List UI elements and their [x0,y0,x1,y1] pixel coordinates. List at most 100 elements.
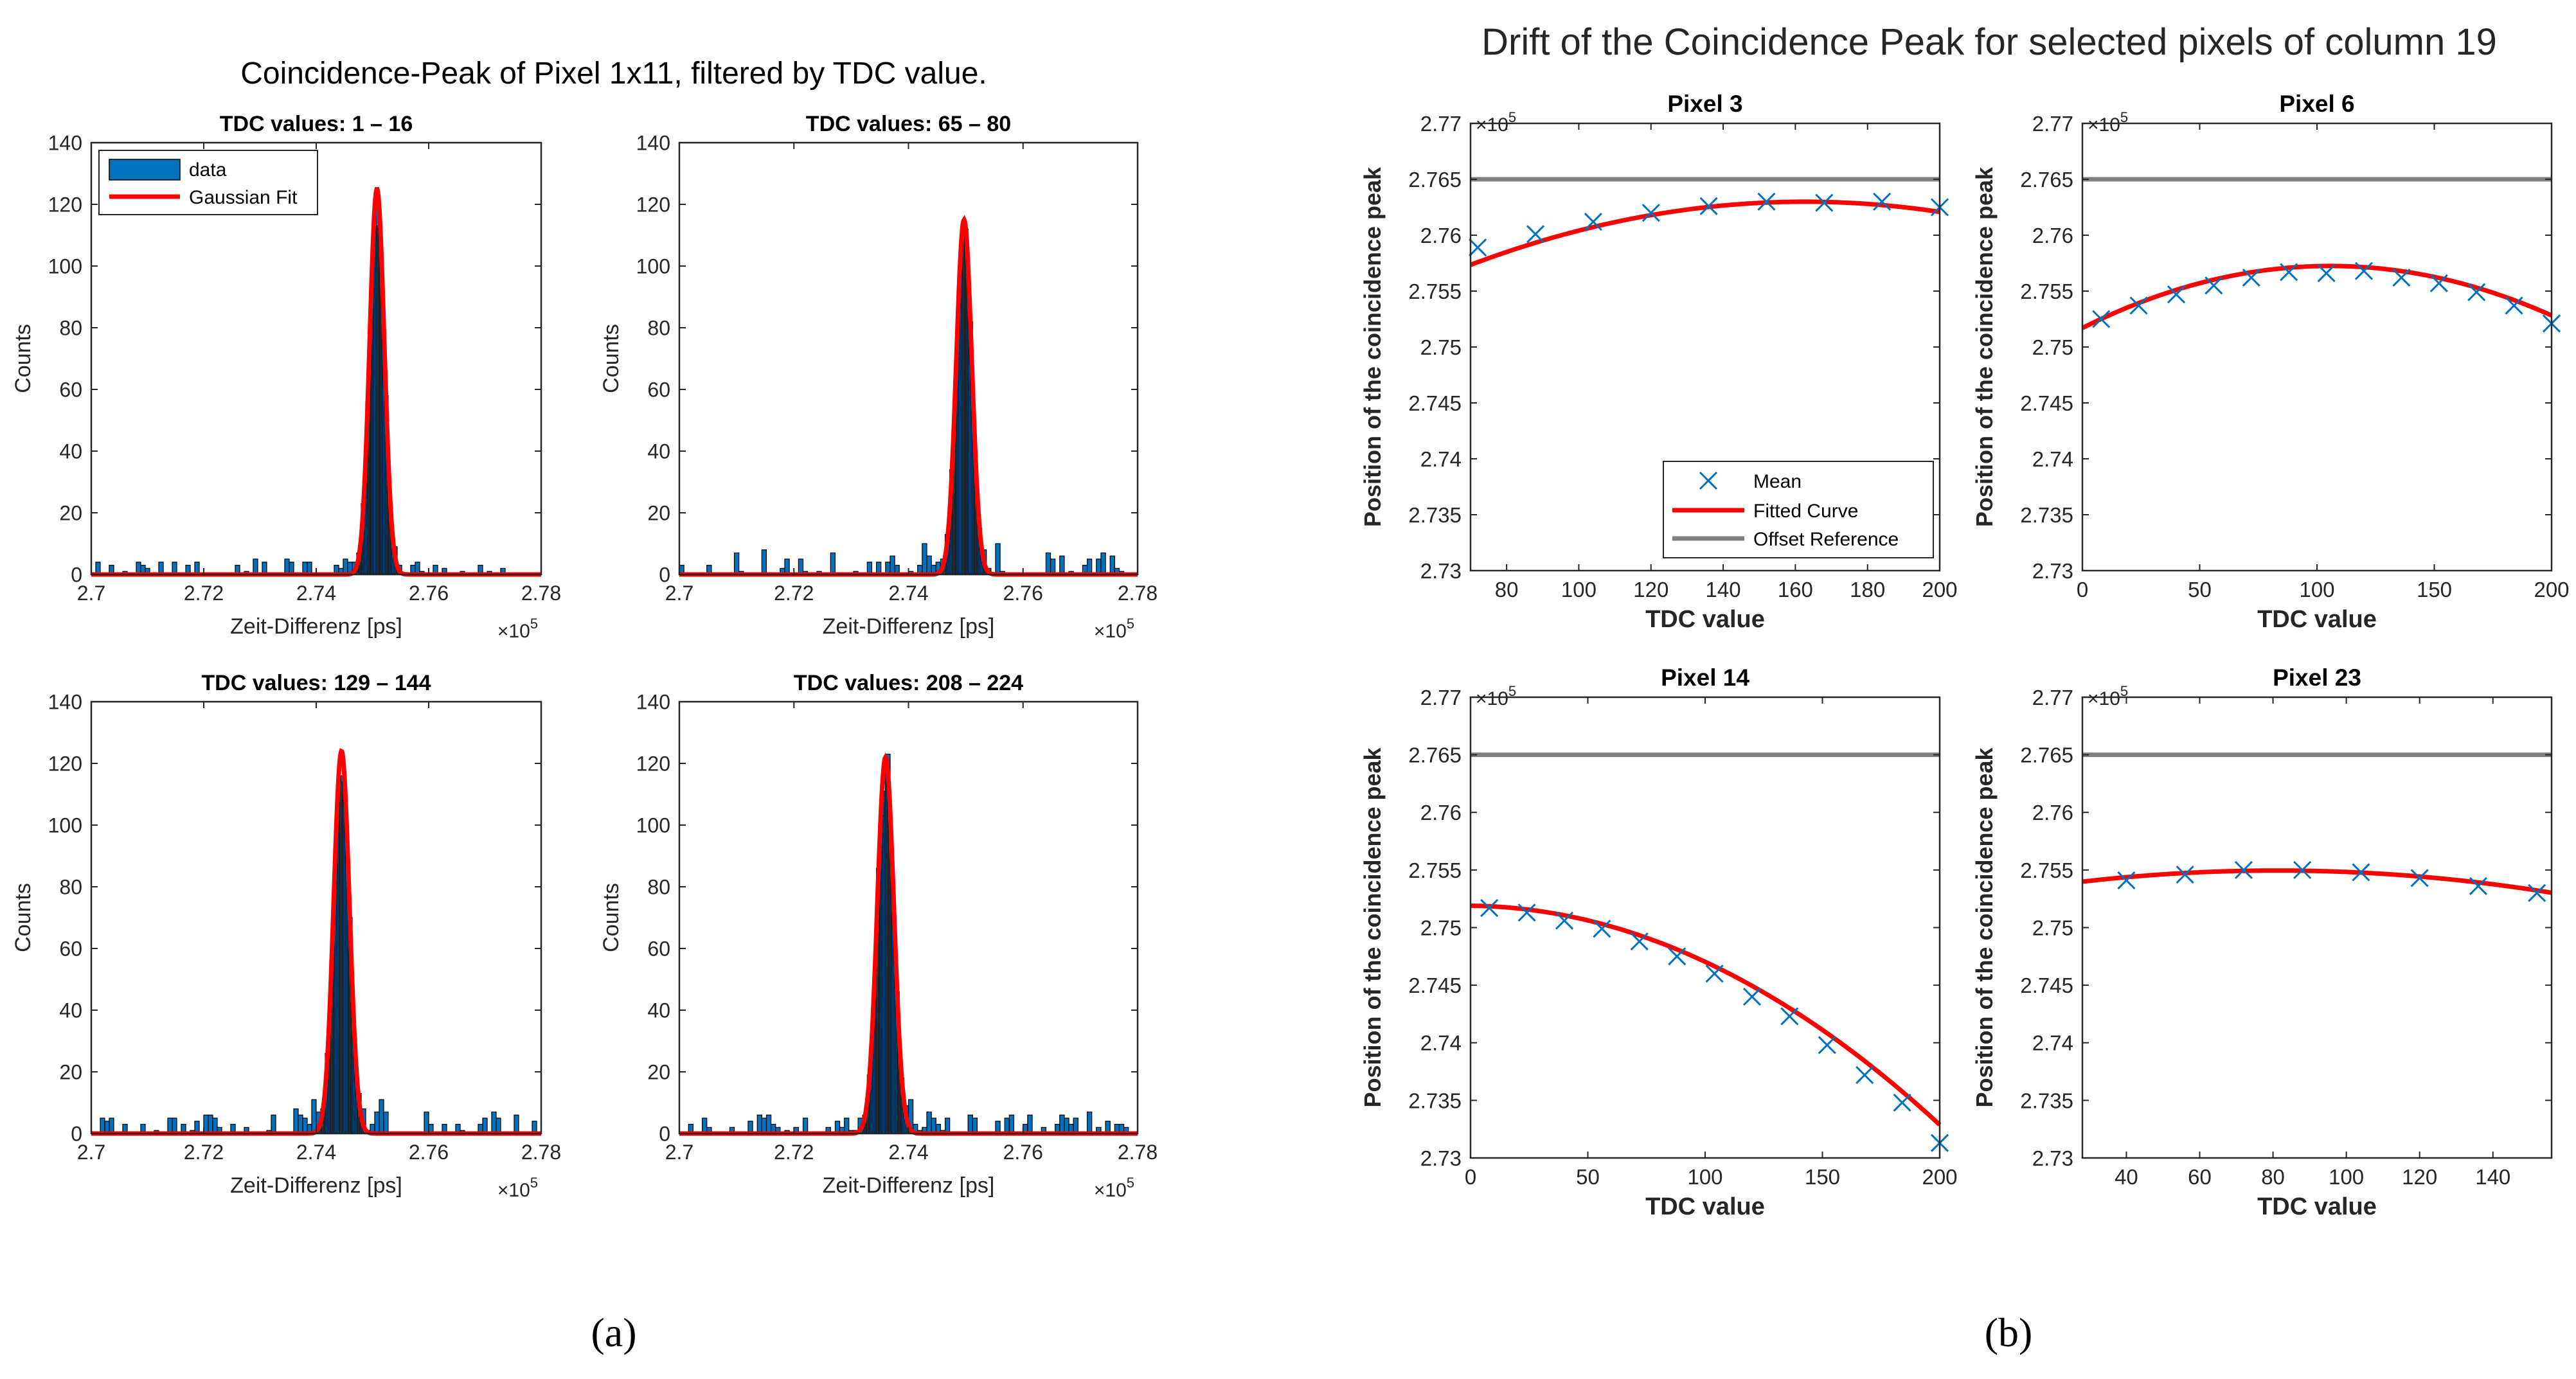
a4-histogram-bar [967,1114,973,1134]
a1-xtick-label: 2.76 [409,582,449,605]
a3-xtick-label: 2.72 [184,1141,224,1164]
a4-xtick-label: 2.78 [1118,1141,1158,1164]
b3-exponent-power: 5 [1508,683,1516,699]
b1-ytick-label: 2.765 [1408,168,1462,191]
b4-mean-marker [2176,865,2194,884]
a2-histogram-bar [1100,552,1106,575]
a4-histogram-bar [1059,1114,1065,1134]
a3-ytick-label: 40 [59,999,82,1022]
b4-mean-marker [2234,860,2253,879]
a2-ytick-label: 0 [659,564,670,587]
b3-xtick-label: 100 [1687,1165,1722,1189]
a1-ytick-label: 40 [59,440,82,463]
a1-legend-label-data: data [189,159,227,181]
b2-mean-marker [2467,283,2486,301]
b2-mean-marker [2092,310,2111,328]
drift-panel-b1: 2.73 2.735 2.74 2.745 2.75 2.755 2.76 2.765 2.77… [1359,91,1958,633]
a3-histogram-bar [203,1114,209,1134]
a4-histogram-bar [1073,1117,1078,1134]
a4-histogram-bar [844,1117,850,1134]
a1-ytick-label: 140 [48,132,82,155]
charts-layer: 0 20 40 60 80 100 120 140 2.7 2.72 2.74 2.76 2.78 TDC… [11,91,2570,1220]
a1-legend-data-swatch [109,159,181,181]
a2-ytick-label: 80 [647,317,670,340]
b2-exponent-label: ×105 [2088,109,2128,136]
b1-exponent-power: 5 [1508,109,1516,125]
a2-title: TDC values: 65 – 80 [806,112,1011,136]
a2-axes-box [678,141,1139,576]
b2-ytick-label: 2.745 [2020,391,2073,415]
b3-xtick-label: 50 [1576,1165,1600,1189]
a1-ytick-label: 80 [59,317,82,340]
a3-histogram-bar [100,1117,105,1134]
b2-ytick-label: 2.76 [2032,224,2073,247]
b1-ytick-label: 2.745 [1408,391,1462,415]
b2-ytick-label: 2.73 [2032,559,2073,583]
a3-histogram-bar [172,1117,177,1134]
b2-exponent-power: 5 [2120,109,2128,125]
a2-xtick-label: 2.74 [888,582,928,605]
a1-ytick-label: 100 [48,255,82,278]
a4-xtick-label: 2.74 [888,1141,928,1164]
a2-histogram-bar [798,558,804,575]
a2-histogram-bar [1109,555,1115,575]
a1-exponent-power: 5 [530,616,538,632]
b2-mean-marker [2129,296,2148,315]
figure-b-caption: (b) [1985,1310,2033,1355]
b1-mean-marker [1641,204,1660,222]
b1-legend: Mean Fitted Curve Offset Reference [1663,461,1934,558]
b1-ytick-label: 2.755 [1408,280,1462,303]
b4-ytick-label: 2.77 [2032,686,2073,709]
figure-a-title: Coincidence-Peak of Pixel 1x11, filtered… [240,57,987,91]
drift-panel-b3: 2.73 2.735 2.74 2.745 2.75 2.755 2.76 2.765 2.77… [1359,664,1958,1220]
a2-ytick-label: 100 [636,255,670,278]
histogram-panel-a1: 0 20 40 60 80 100 120 140 2.7 2.72 2.74 2.76 2.78 TDC… [11,112,561,642]
b1-xtick-label: 160 [1778,578,1813,601]
b2-mean-marker [2242,269,2260,287]
b4-xlabel: TDC value [2257,1193,2377,1220]
b1-fitted-curve-line [1469,199,1940,267]
a4-histogram-bar [944,1117,951,1134]
a4-ytick-label: 140 [636,691,670,714]
a2-ytick-label: 40 [647,440,670,463]
b2-title: Pixel 6 [2279,91,2354,117]
b2-mean-marker [2317,264,2336,283]
a2-histogram-bar [995,543,1001,575]
b3-xtick-label: 0 [1465,1165,1476,1189]
a1-ytick-label: 60 [59,378,82,402]
b4-ytick-label: 2.73 [2032,1146,2073,1170]
b3-ytick-label: 2.75 [1420,916,1462,939]
b3-ytick-label: 2.74 [1420,1031,1462,1055]
a4-histogram-bar [1086,1111,1093,1134]
a1-ytick-label: 0 [71,564,82,587]
a4-histogram-bar [1008,1114,1015,1134]
a2-histogram-bar [761,549,767,575]
b1-mean-marker [1873,192,1892,211]
b2-mean-marker [2167,285,2186,304]
a4-ytick-label: 20 [647,1061,670,1084]
b1-title: Pixel 3 [1667,91,1742,117]
a4-ytick-label: 80 [647,876,670,899]
b4-xtick-label: 60 [2188,1165,2212,1189]
a3-histogram-bar [514,1114,519,1134]
b3-mean-marker [1705,965,1724,983]
b3-ylabel: Position of the coincidence peak [1359,747,1386,1107]
a4-histogram-bar [756,1114,762,1134]
a3-histogram-bar [374,1111,380,1134]
b2-ytick-label: 2.755 [2020,280,2073,303]
b2-mean-marker [2429,274,2448,292]
b4-mean-marker [2410,869,2429,887]
b2-xtick-label: 0 [2077,578,2088,601]
a3-ytick-label: 120 [48,752,82,776]
b1-ytick-label: 2.77 [1420,112,1462,136]
a3-exponent-label: ×105 [497,1175,538,1201]
a3-histogram-bar [167,1117,173,1134]
b3-ytick-label: 2.755 [1408,859,1462,882]
a1-ytick-label: 120 [48,193,82,217]
a4-histogram-bar [1064,1117,1069,1134]
b4-ytick-label: 2.74 [2032,1031,2073,1055]
a4-ytick-label: 0 [659,1123,670,1146]
a2-ylabel: Counts [599,324,623,393]
b1-mean-marker [1526,225,1545,244]
histogram-panel-a3: 0 20 40 60 80 100 120 140 2.7 2.72 2.74 2.76 2.78 TDC… [11,671,561,1201]
